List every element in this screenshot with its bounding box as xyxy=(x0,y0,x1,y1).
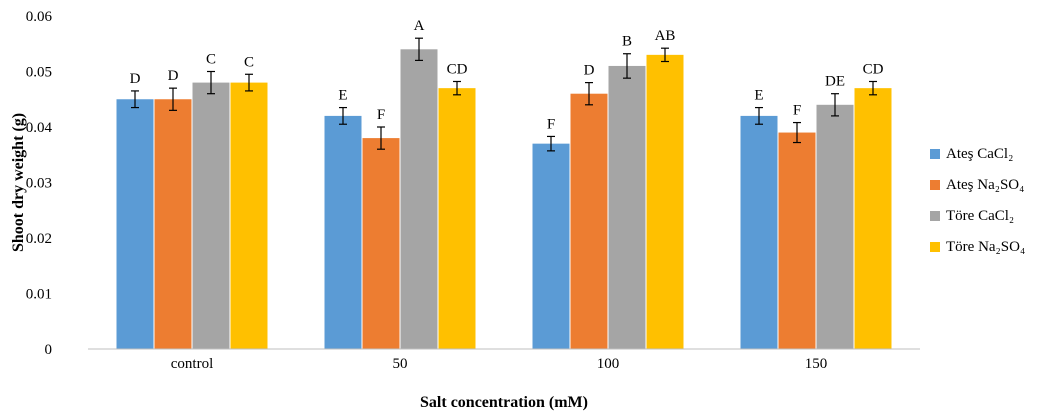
bar xyxy=(741,116,778,349)
significance-letter: AB xyxy=(655,28,676,44)
bar xyxy=(779,133,816,349)
legend-label: Ateş Na₂SO₄ xyxy=(946,177,1024,193)
bar xyxy=(609,66,646,349)
y-tick-label: 0.03 xyxy=(26,176,52,192)
x-tick-label: 50 xyxy=(393,356,408,372)
bar xyxy=(855,88,892,349)
significance-letter: F xyxy=(793,103,801,119)
significance-letter: B xyxy=(622,34,632,50)
significance-letter: F xyxy=(377,107,385,123)
significance-letter: E xyxy=(338,88,347,104)
bar xyxy=(231,83,268,349)
x-tick-label: control xyxy=(171,356,214,372)
y-tick-label: 0.06 xyxy=(26,9,53,25)
legend-swatch xyxy=(930,149,940,159)
x-tick-label: 150 xyxy=(805,356,828,372)
significance-letter: F xyxy=(547,116,555,132)
bar xyxy=(325,116,362,349)
significance-letter: E xyxy=(754,88,763,104)
x-axis-ticks: control 50 100 150 xyxy=(171,356,828,372)
significance-letter: C xyxy=(206,52,216,68)
bar xyxy=(401,49,438,349)
significance-letter: D xyxy=(130,71,141,87)
y-tick-label: 0.02 xyxy=(26,231,52,247)
legend: Ateş CaCl₂ Ateş Na₂SO₄ Töre CaCl₂ Töre Na₂S… xyxy=(930,146,1025,255)
y-tick-label: 0.01 xyxy=(26,287,52,303)
legend-label: Töre CaCl₂ xyxy=(946,208,1014,224)
legend-label: Ateş CaCl₂ xyxy=(946,146,1013,162)
significance-letter: CD xyxy=(447,61,468,77)
significance-letter: D xyxy=(168,68,179,84)
bar xyxy=(647,55,684,349)
legend-swatch xyxy=(930,242,940,252)
y-tick-label: 0 xyxy=(45,342,53,358)
y-axis-title: Shoot dry weight (g) xyxy=(10,113,27,252)
y-axis-ticks: 0 0.01 0.02 0.03 0.04 0.05 0.06 xyxy=(26,9,53,358)
bars: D D C C E F A CD F D B AB E F DE CD xyxy=(117,18,892,349)
bar xyxy=(439,88,476,349)
legend-swatch xyxy=(930,180,940,190)
significance-letter: A xyxy=(414,18,425,34)
significance-letter: CD xyxy=(863,61,884,77)
bar xyxy=(117,99,154,349)
significance-letter: D xyxy=(584,63,595,79)
bar xyxy=(155,99,192,349)
y-tick-label: 0.04 xyxy=(26,120,53,136)
x-axis-title: Salt concentration (mM) xyxy=(420,394,588,411)
legend-swatch xyxy=(930,211,940,221)
bar xyxy=(193,83,230,349)
x-tick-label: 100 xyxy=(597,356,620,372)
bar xyxy=(363,138,400,349)
significance-letter: C xyxy=(244,54,254,70)
significance-letter: DE xyxy=(825,74,845,90)
y-tick-label: 0.05 xyxy=(26,65,52,81)
legend-label: Töre Na₂SO₄ xyxy=(946,239,1025,255)
bar xyxy=(533,144,570,349)
bar xyxy=(571,94,608,349)
bar xyxy=(817,105,854,349)
